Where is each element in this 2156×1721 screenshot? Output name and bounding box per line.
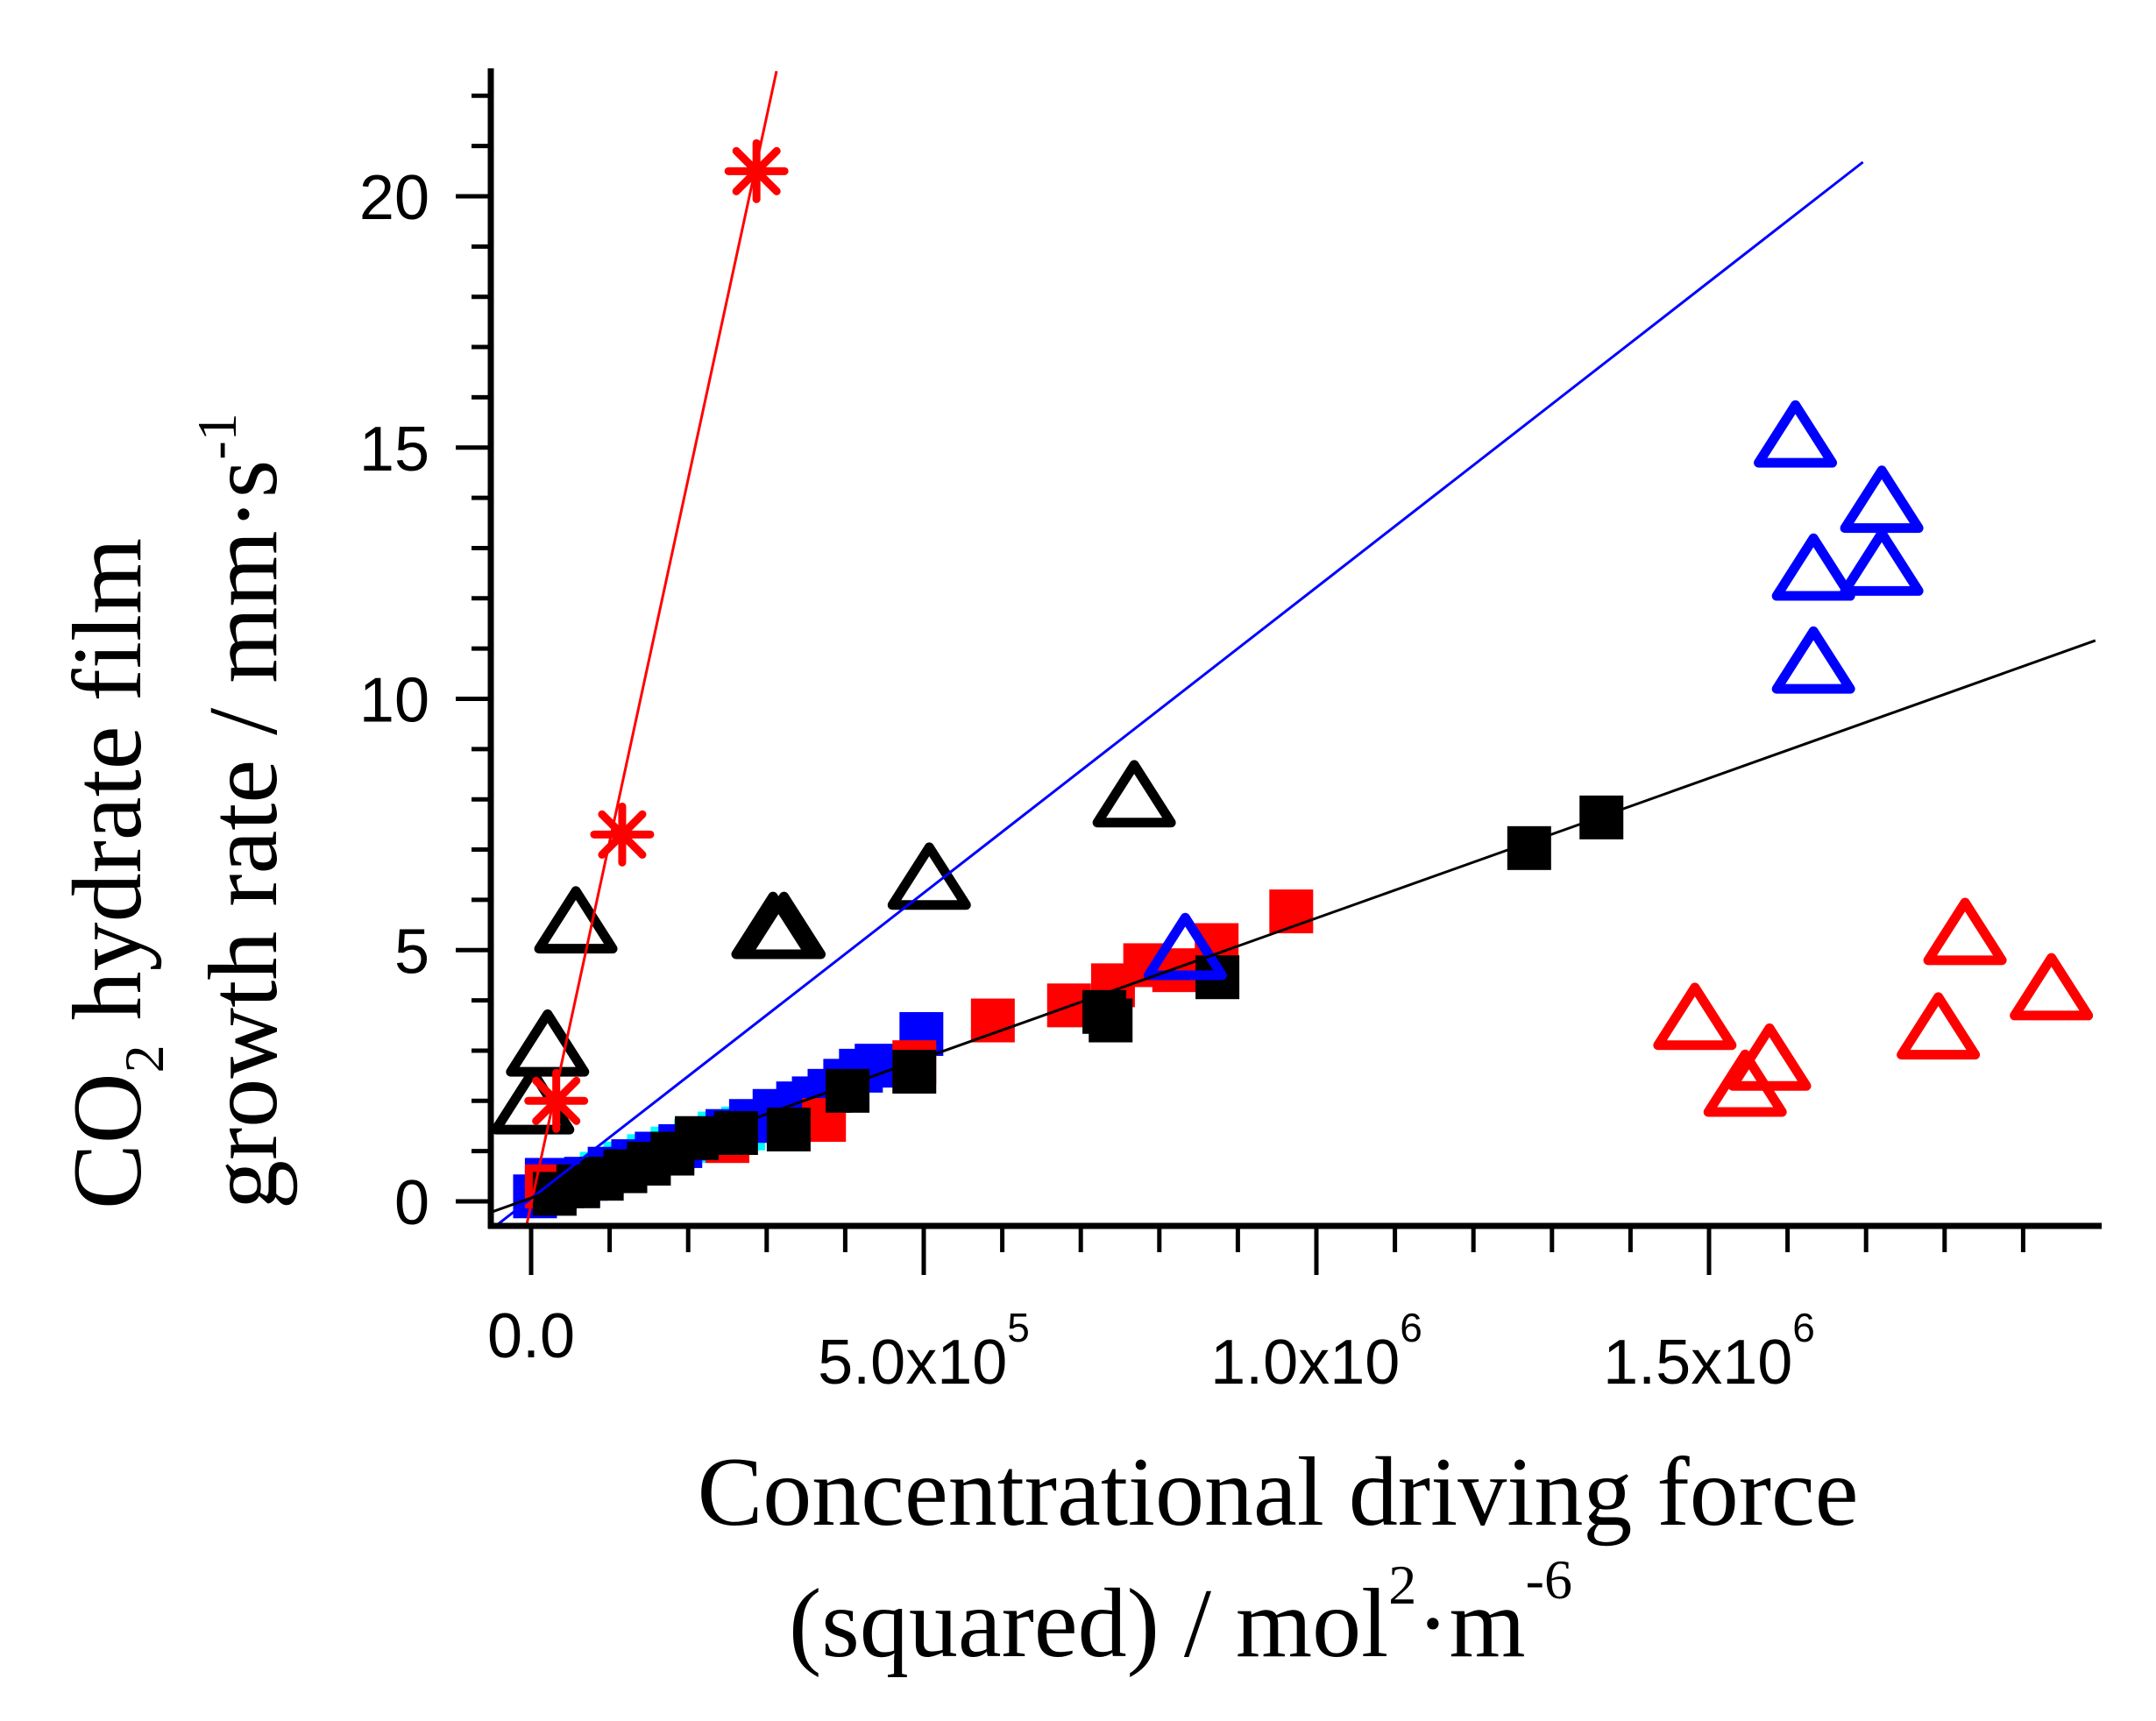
x-tick-exponent: 6: [1400, 1305, 1422, 1350]
x-tick-exponent: 6: [1792, 1305, 1815, 1350]
square-marker: [713, 1111, 758, 1156]
y-tick-labels: 0 5 10 15 20: [359, 163, 429, 1238]
y-title-line2-main: growth rate / mm·s: [189, 460, 298, 1209]
triangle-marker: [1703, 1049, 1787, 1117]
x-tick-label: 1.0x106: [1210, 1305, 1422, 1398]
red-fit-line: [525, 70, 778, 1227]
x-tick-mantissa: 1.0x10: [1210, 1328, 1400, 1398]
triangle-marker: [534, 886, 618, 954]
y-axis-title: CO2 hydrate film growth rate / mm·s-1: [53, 413, 298, 1209]
y-tick-label: 20: [359, 163, 429, 233]
red-triangles-series: [1653, 897, 2094, 1117]
triangle-marker: [1653, 982, 1737, 1051]
red-asterisks-series: [524, 138, 789, 1133]
x-tick-mantissa: 0.0: [487, 1301, 575, 1371]
asterisk-stroke: [532, 1076, 581, 1125]
y-tick-label: 5: [394, 917, 429, 987]
triangle-marker: [1840, 528, 1924, 596]
asterisk-marker: [524, 1068, 589, 1133]
x-ticks: [528, 1226, 2025, 1275]
x-title-line2-main: (squared) / mol: [789, 1569, 1388, 1678]
triangle-marker: [742, 891, 826, 960]
triangle-marker: [1771, 533, 1855, 601]
triangle-marker: [1897, 992, 1981, 1060]
y-title-rest: hydrate film: [53, 538, 162, 1045]
y-axis-title-line1: CO2 hydrate film: [53, 538, 175, 1209]
black-fit-line: [493, 639, 2096, 1213]
asterisk-marker: [590, 802, 655, 867]
triangle-marker: [887, 842, 971, 910]
y-tick-label: 10: [359, 666, 429, 736]
x-tick-exponent: 5: [1007, 1305, 1030, 1350]
asterisk-marker: [724, 138, 789, 203]
y-tick-label: 15: [359, 414, 429, 485]
triangle-marker: [2010, 953, 2094, 1021]
plot-marks: [491, 138, 2094, 1219]
y-title-superscript: -1: [186, 413, 248, 459]
x-tick-mantissa: 5.0x10: [818, 1328, 1007, 1398]
blue-fit-line: [493, 160, 1864, 1228]
triangle-marker: [1092, 760, 1176, 828]
triangle-marker: [506, 1009, 590, 1077]
triangle-marker: [1143, 912, 1227, 981]
y-tick-label: 0: [394, 1168, 429, 1238]
x-tick-label: 5.0x105: [818, 1305, 1030, 1398]
triangle-marker: [1754, 400, 1838, 468]
fit-lines: [493, 70, 2096, 1228]
x-axis-title-line2: (squared) / mol2·m-6: [789, 1548, 1572, 1678]
x-tick-label: 1.5x106: [1603, 1305, 1815, 1398]
y-title-subscript: 2: [113, 1045, 175, 1073]
square-marker: [766, 1107, 811, 1151]
blue-triangles-series: [1143, 400, 1924, 981]
square-marker: [970, 998, 1015, 1043]
y-title-co: CO: [53, 1073, 162, 1209]
y-ticks: [456, 93, 491, 1204]
square-marker: [1089, 998, 1133, 1043]
x-title-m: ·m: [1416, 1569, 1525, 1678]
triangle-marker: [1771, 626, 1855, 694]
x-tick-label: 0.0: [487, 1301, 575, 1371]
x-tick-mantissa: 1.5x10: [1603, 1328, 1792, 1398]
x-axis-title-line1: Concentrational driving force: [698, 1438, 1859, 1547]
y-axis-title-line2: growth rate / mm·s-1: [186, 413, 298, 1209]
x-title-sup-6: -6: [1526, 1548, 1572, 1611]
x-tick-labels: 0.0 5.0x105 1.0x106 1.5x106: [487, 1301, 1815, 1398]
triangle-marker: [1923, 897, 2007, 966]
asterisk-stroke: [732, 146, 781, 195]
triangle-marker: [1840, 465, 1924, 534]
x-title-sup-2: 2: [1388, 1554, 1416, 1616]
